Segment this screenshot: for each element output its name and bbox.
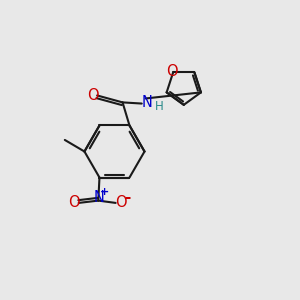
Text: +: +	[100, 187, 109, 197]
Text: -: -	[124, 190, 131, 205]
Text: O: O	[87, 88, 99, 103]
Text: N: N	[141, 95, 152, 110]
Text: O: O	[68, 195, 80, 210]
Text: O: O	[166, 64, 178, 79]
Text: H: H	[154, 100, 163, 113]
Text: N: N	[93, 190, 104, 205]
Text: O: O	[115, 195, 127, 210]
